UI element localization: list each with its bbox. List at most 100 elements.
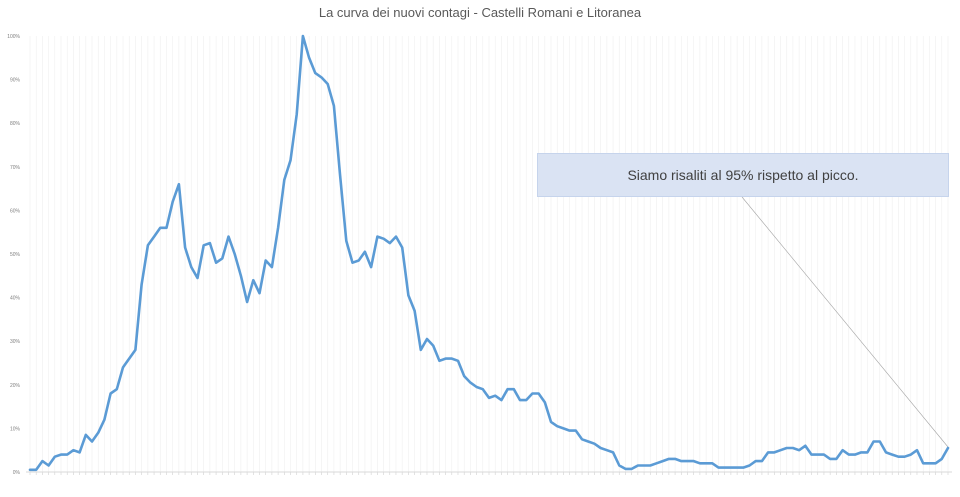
data-point xyxy=(860,451,862,453)
data-point xyxy=(413,309,415,311)
y-tick-label: 10% xyxy=(10,426,21,432)
y-tick-label: 40% xyxy=(10,296,21,302)
data-point xyxy=(779,449,781,451)
data-point xyxy=(240,275,242,277)
data-point xyxy=(680,460,682,462)
data-point xyxy=(848,453,850,455)
y-tick-label: 100% xyxy=(7,34,20,40)
data-point xyxy=(922,462,924,464)
data-point xyxy=(506,388,508,390)
data-point xyxy=(903,456,905,458)
data-point xyxy=(47,464,49,466)
data-point xyxy=(568,429,570,431)
data-point xyxy=(866,451,868,453)
data-point xyxy=(103,418,105,420)
data-point xyxy=(519,399,521,401)
data-point xyxy=(786,447,788,449)
data-point xyxy=(258,292,260,294)
y-axis-ticks: 0% 10% 20% 30% 40% 50% 60% 70% 80% 90% 100% xyxy=(7,34,20,476)
data-point xyxy=(72,449,74,451)
data-point xyxy=(314,72,316,74)
data-point xyxy=(916,449,918,451)
data-point xyxy=(153,235,155,237)
data-point xyxy=(910,453,912,455)
data-point xyxy=(271,266,273,268)
data-point xyxy=(500,399,502,401)
data-point xyxy=(246,301,248,303)
data-point xyxy=(531,392,533,394)
data-point xyxy=(525,399,527,401)
data-point xyxy=(54,456,56,458)
data-point xyxy=(289,159,291,161)
data-point xyxy=(829,458,831,460)
data-point xyxy=(854,453,856,455)
data-point xyxy=(190,266,192,268)
data-point xyxy=(35,469,37,471)
data-point xyxy=(823,453,825,455)
data-point xyxy=(606,449,608,451)
data-point xyxy=(649,464,651,466)
data-point xyxy=(705,462,707,464)
data-point xyxy=(891,453,893,455)
data-point xyxy=(140,283,142,285)
data-point xyxy=(60,453,62,455)
data-point xyxy=(221,257,223,259)
data-point xyxy=(296,113,298,115)
data-point xyxy=(618,464,620,466)
data-point xyxy=(773,451,775,453)
data-point xyxy=(420,349,422,351)
gridlines xyxy=(29,36,949,472)
data-point xyxy=(674,458,676,460)
data-point xyxy=(612,451,614,453)
data-point xyxy=(941,458,943,460)
data-point xyxy=(624,468,626,470)
data-point xyxy=(599,447,601,449)
data-point xyxy=(699,462,701,464)
data-point xyxy=(742,466,744,468)
data-point xyxy=(178,183,180,185)
data-point xyxy=(947,447,949,449)
data-point xyxy=(97,432,99,434)
data-point xyxy=(438,360,440,362)
data-point xyxy=(364,251,366,253)
data-point xyxy=(655,462,657,464)
data-point xyxy=(165,227,167,229)
data-point xyxy=(513,388,515,390)
data-point xyxy=(810,453,812,455)
data-point xyxy=(587,440,589,442)
data-point xyxy=(109,392,111,394)
data-point xyxy=(116,388,118,390)
y-tick-label: 0% xyxy=(13,470,21,476)
data-point xyxy=(78,451,80,453)
data-point xyxy=(761,460,763,462)
data-point xyxy=(444,357,446,359)
data-point xyxy=(432,344,434,346)
annotation-callout: Siamo risaliti al 95% rispetto al picco. xyxy=(537,153,949,197)
data-point xyxy=(196,277,198,279)
data-point xyxy=(308,57,310,59)
data-point xyxy=(692,460,694,462)
data-point xyxy=(724,466,726,468)
data-point xyxy=(345,240,347,242)
data-point xyxy=(159,227,161,229)
data-point xyxy=(41,460,43,462)
data-point xyxy=(457,360,459,362)
data-point xyxy=(320,76,322,78)
data-point xyxy=(85,434,87,436)
data-point xyxy=(804,445,806,447)
data-point xyxy=(767,451,769,453)
data-point xyxy=(630,468,632,470)
y-tick-label: 50% xyxy=(10,252,21,258)
data-point xyxy=(401,246,403,248)
data-point xyxy=(798,449,800,451)
data-point xyxy=(370,266,372,268)
data-point xyxy=(134,349,136,351)
data-point xyxy=(265,259,267,261)
data-point xyxy=(562,427,564,429)
data-point xyxy=(841,449,843,451)
data-point xyxy=(482,388,484,390)
data-point xyxy=(302,35,304,37)
data-point xyxy=(643,464,645,466)
data-point xyxy=(426,338,428,340)
data-point xyxy=(835,458,837,460)
